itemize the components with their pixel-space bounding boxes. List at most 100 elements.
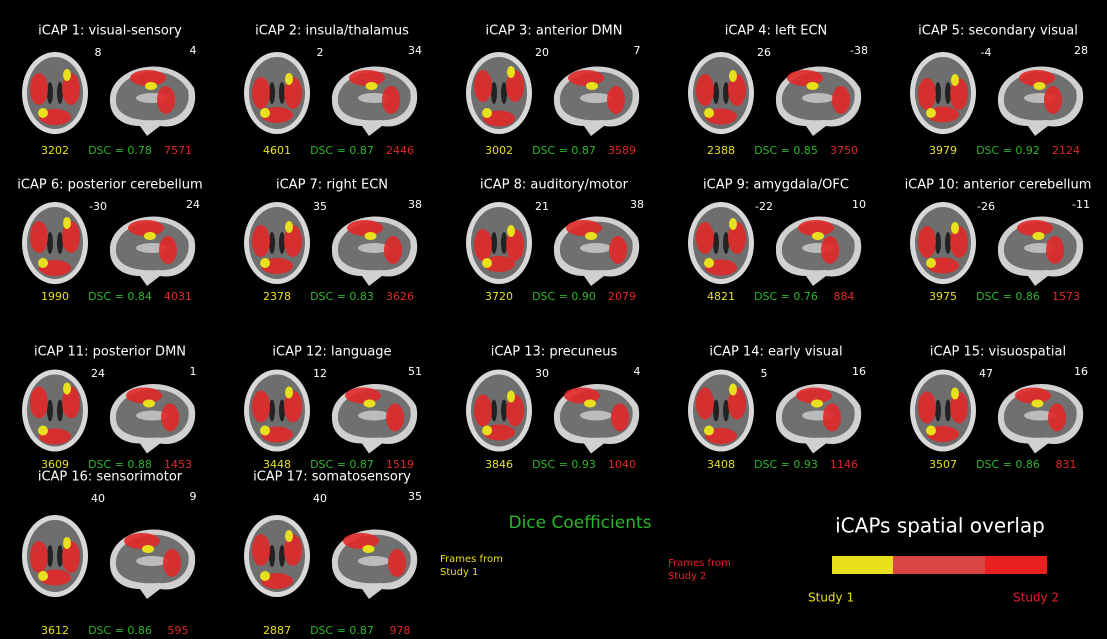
sagittal-slice-number: 24 xyxy=(186,198,200,211)
activation xyxy=(345,387,381,404)
ventricle xyxy=(935,399,941,422)
axial-slice-number: 40 xyxy=(313,492,327,505)
activation xyxy=(30,541,48,573)
dice-coefficient: DSC = 0.93 xyxy=(532,458,596,471)
sagittal-slice-number: 16 xyxy=(1074,365,1088,378)
panel-title: iCAP 8: auditory/motor xyxy=(480,178,629,193)
activation xyxy=(252,534,270,566)
sagittal-slice-number: 4 xyxy=(190,44,197,57)
panel-title: iCAP 3: anterior DMN xyxy=(486,24,623,39)
activation xyxy=(30,386,48,419)
ventricle xyxy=(713,232,719,254)
dice-coefficient: DSC = 0.93 xyxy=(754,458,818,471)
frames-study1: 3979 xyxy=(929,144,957,157)
activation xyxy=(38,571,48,581)
activation xyxy=(285,530,293,542)
activation xyxy=(252,225,270,257)
activation xyxy=(704,258,714,268)
activation xyxy=(260,571,270,581)
activation xyxy=(482,258,492,268)
activation xyxy=(159,236,177,264)
frames-study2: 1146 xyxy=(830,458,858,471)
activation xyxy=(798,220,834,236)
activation xyxy=(364,232,377,240)
ventricle xyxy=(501,399,507,422)
axial-slice-number: 5 xyxy=(761,367,768,380)
ventricle xyxy=(945,82,951,104)
panel-title: iCAP 12: language xyxy=(272,345,391,360)
activation xyxy=(1033,82,1046,90)
overlap-title: iCAPs spatial overlap xyxy=(835,514,1045,538)
activation xyxy=(823,403,841,432)
ventricle xyxy=(713,82,719,104)
panel-title: iCAP 10: anterior cerebellum xyxy=(905,178,1092,193)
activation xyxy=(704,108,714,118)
axial-slice-number: -4 xyxy=(981,46,992,59)
activation xyxy=(62,73,80,105)
axial-slice-number: 21 xyxy=(535,200,549,213)
ventricle xyxy=(47,232,53,254)
sagittal-slice-number: 38 xyxy=(630,198,644,211)
ventricle xyxy=(491,232,497,254)
frames-study1: 3975 xyxy=(929,290,957,303)
frames-study1: 3002 xyxy=(485,144,513,157)
activation xyxy=(926,425,936,436)
activation xyxy=(918,391,936,424)
dice-title: Dice Coefficients xyxy=(508,513,651,533)
frames-study2: 2446 xyxy=(386,144,414,157)
activation xyxy=(1015,387,1051,404)
panel-title: iCAP 17: somatosensory xyxy=(253,470,411,485)
activation xyxy=(474,229,492,261)
activation xyxy=(63,537,71,549)
frames-study2: 1040 xyxy=(608,458,636,471)
frames-study1-label: Frames from xyxy=(440,554,503,565)
frames-study2: 1453 xyxy=(164,458,192,471)
activation xyxy=(284,77,302,109)
corpus-callosum xyxy=(136,556,168,566)
frames-study1: 3846 xyxy=(485,458,513,471)
ventricle xyxy=(57,232,63,254)
activation xyxy=(728,387,746,420)
panel-title: iCAP 7: right ECN xyxy=(276,178,388,193)
dice-coefficient: DSC = 0.92 xyxy=(976,144,1040,157)
activation xyxy=(365,82,378,90)
frames-study1: 2378 xyxy=(263,290,291,303)
activation xyxy=(507,225,515,237)
activation xyxy=(362,545,375,553)
dice-coefficient: DSC = 0.88 xyxy=(88,458,152,471)
activation xyxy=(30,73,48,105)
activation xyxy=(62,541,80,573)
frames-study1: 3448 xyxy=(263,458,291,471)
study2-label: Study 2 xyxy=(1013,591,1059,605)
corpus-callosum xyxy=(136,410,168,421)
corpus-callosum xyxy=(358,556,390,566)
activation xyxy=(474,70,492,102)
frames-study1: 4821 xyxy=(707,290,735,303)
activation xyxy=(506,394,524,427)
frames-study2: 831 xyxy=(1056,458,1077,471)
activation xyxy=(128,220,164,236)
panel-title: iCAP 9: amygdala/OFC xyxy=(703,178,849,193)
activation xyxy=(506,70,524,102)
activation xyxy=(585,232,597,240)
activation xyxy=(38,108,48,118)
activation xyxy=(507,66,515,78)
activation xyxy=(951,74,959,86)
frames-study1: 2887 xyxy=(263,624,291,637)
activation xyxy=(728,222,746,254)
activation xyxy=(144,232,156,240)
axial-slice-number: 20 xyxy=(535,46,549,59)
frames-study1: 4601 xyxy=(263,144,291,157)
activation xyxy=(386,403,404,432)
frames-study2: 1573 xyxy=(1052,290,1080,303)
axial-slice-number: 26 xyxy=(757,46,771,59)
dice-coefficient: DSC = 0.83 xyxy=(310,290,374,303)
corpus-callosum xyxy=(358,93,390,103)
activation xyxy=(482,425,492,436)
frames-study2: 595 xyxy=(168,624,189,637)
activation xyxy=(63,69,71,81)
frames-study2-label: Study 2 xyxy=(668,571,706,582)
frames-study1-label: Study 1 xyxy=(440,567,478,578)
activation xyxy=(918,226,936,258)
axial-slice-number: 24 xyxy=(91,367,105,380)
